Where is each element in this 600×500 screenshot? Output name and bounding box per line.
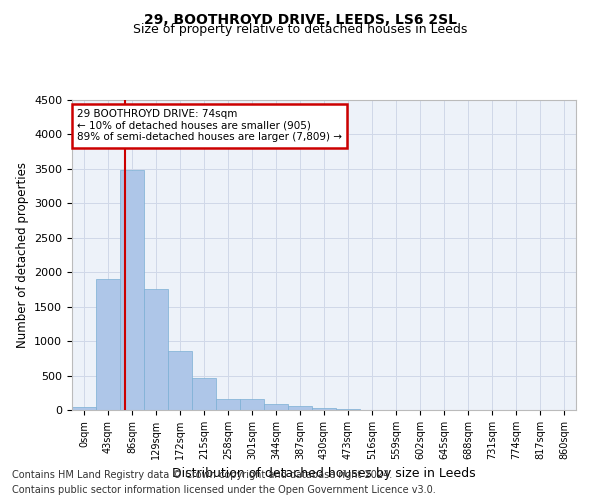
Bar bbox=[144, 289, 168, 410]
Bar bbox=[96, 279, 120, 410]
Bar bbox=[312, 408, 336, 410]
Bar bbox=[336, 409, 360, 410]
Text: Size of property relative to detached houses in Leeds: Size of property relative to detached ho… bbox=[133, 22, 467, 36]
Bar bbox=[240, 400, 264, 410]
X-axis label: Distribution of detached houses by size in Leeds: Distribution of detached houses by size … bbox=[172, 468, 476, 480]
Bar bbox=[120, 170, 144, 410]
Bar bbox=[216, 398, 240, 410]
Bar bbox=[72, 406, 96, 410]
Text: Contains public sector information licensed under the Open Government Licence v3: Contains public sector information licen… bbox=[12, 485, 436, 495]
Text: 29 BOOTHROYD DRIVE: 74sqm
← 10% of detached houses are smaller (905)
89% of semi: 29 BOOTHROYD DRIVE: 74sqm ← 10% of detac… bbox=[77, 110, 342, 142]
Bar bbox=[288, 406, 312, 410]
Text: Contains HM Land Registry data © Crown copyright and database right 2024.: Contains HM Land Registry data © Crown c… bbox=[12, 470, 392, 480]
Bar bbox=[192, 378, 216, 410]
Text: 29, BOOTHROYD DRIVE, LEEDS, LS6 2SL: 29, BOOTHROYD DRIVE, LEEDS, LS6 2SL bbox=[143, 12, 457, 26]
Bar bbox=[264, 404, 288, 410]
Y-axis label: Number of detached properties: Number of detached properties bbox=[16, 162, 29, 348]
Bar bbox=[168, 352, 192, 410]
